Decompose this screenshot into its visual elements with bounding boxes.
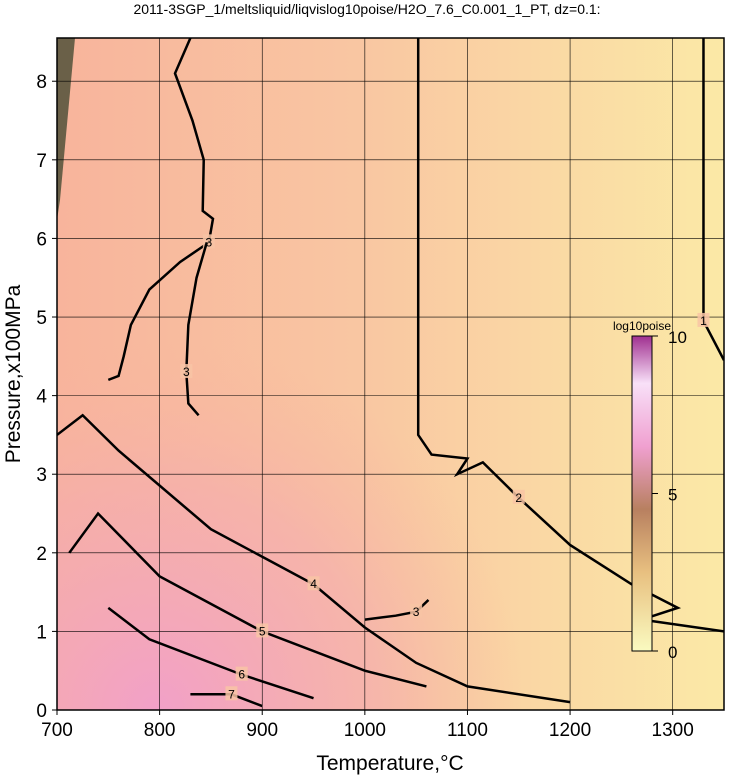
contour-label: 5 — [259, 624, 266, 638]
contours: 1 2 3 3 3 4 5 67 — [57, 38, 724, 708]
contour-line — [68, 511, 427, 688]
contour-label: 3 — [206, 235, 213, 249]
contour-label: 4 — [310, 577, 317, 591]
y-tick-label: 8 — [36, 72, 47, 93]
y-axis-label: Pressure,x100MPa — [2, 284, 25, 463]
y-tick-label: 6 — [36, 229, 47, 250]
x-tick-label: 1100 — [447, 720, 488, 741]
colorbar-tick-label: 0 — [668, 643, 677, 662]
contour-label: 1 — [700, 314, 707, 328]
colorbar: log10poise 0 5 10 — [613, 319, 687, 662]
contour-label-bg — [307, 576, 320, 591]
plot-frame — [56, 37, 725, 711]
colorbar-label: log10poise — [613, 319, 671, 333]
contour-label-bg — [256, 623, 269, 638]
x-axis-label: Temperature,°C — [316, 752, 463, 775]
colorbar-tick-label: 10 — [668, 328, 687, 347]
y-tick-label: 7 — [36, 151, 47, 172]
y-tick-label: 4 — [36, 387, 47, 408]
contour-label-bg — [180, 364, 193, 379]
contour-label-bg — [697, 312, 710, 327]
contour-line — [107, 606, 314, 700]
contour-line — [364, 599, 430, 621]
contour-label: 6 — [238, 668, 245, 682]
x-tick-label: 900 — [246, 720, 278, 741]
contour-label: 3 — [183, 365, 190, 379]
x-tick-label: 1200 — [549, 720, 591, 741]
y-tick-label: 3 — [36, 465, 47, 486]
x-tick-label: 800 — [144, 720, 176, 741]
x-tick-label: 1000 — [344, 720, 386, 741]
x-tick-label: 1300 — [652, 720, 694, 741]
contour-label-bg — [512, 489, 525, 504]
contour-line — [185, 242, 209, 417]
y-tick-label: 2 — [36, 544, 47, 565]
x-tick-label: 700 — [41, 720, 73, 741]
y-tick-label: 1 — [36, 622, 47, 643]
plot-background — [57, 38, 724, 710]
y-tick-label: 5 — [36, 308, 47, 329]
contour-line — [416, 38, 724, 633]
contour-label-bg — [225, 686, 238, 701]
contour-label: 2 — [515, 491, 522, 505]
colorbar-tick-label: 5 — [668, 486, 677, 505]
contour-label-bg — [410, 603, 423, 618]
contour-label: 7 — [228, 687, 235, 701]
chart-title: 2011-3SGP_1/meltsliquid/liqvislog10poise… — [133, 1, 600, 17]
contour-label-bg — [235, 666, 248, 681]
contour-label: 3 — [413, 605, 420, 619]
y-tick-label: 0 — [36, 701, 47, 722]
